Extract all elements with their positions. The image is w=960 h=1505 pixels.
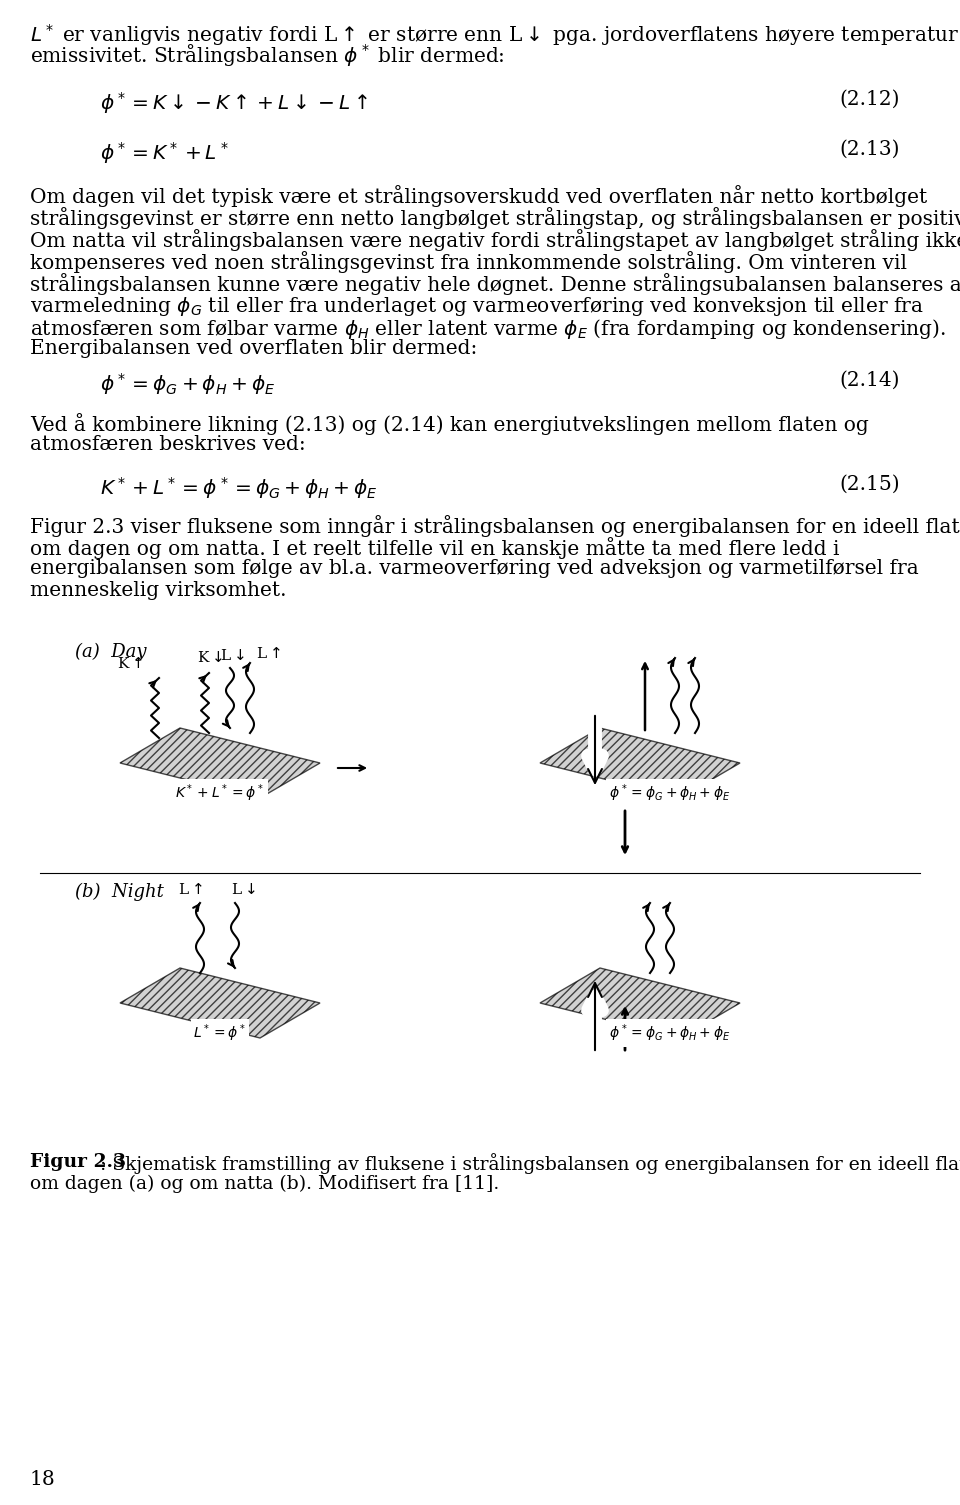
Text: (2.13): (2.13) bbox=[839, 140, 900, 160]
Text: $L^*$ er vanligvis negativ fordi L$\uparrow$ er større enn L$\downarrow$ pga. jo: $L^*$ er vanligvis negativ fordi L$\upar… bbox=[30, 23, 960, 48]
Text: 18: 18 bbox=[30, 1470, 56, 1488]
Text: K$\downarrow$: K$\downarrow$ bbox=[197, 650, 223, 665]
Polygon shape bbox=[120, 968, 320, 1038]
Text: $\phi^* = \phi_G + \phi_H + \phi_E$: $\phi^* = \phi_G + \phi_H + \phi_E$ bbox=[610, 783, 731, 804]
Text: $\phi^* = \phi_G + \phi_H + \phi_E$: $\phi^* = \phi_G + \phi_H + \phi_E$ bbox=[610, 1022, 731, 1044]
Text: Ved å kombinere likning (2.13) og (2.14) kan energiutvekslingen mellom flaten og: Ved å kombinere likning (2.13) og (2.14)… bbox=[30, 412, 869, 435]
Text: strålingsbalansen kunne være negativ hele døgnet. Denne strålingsubalansen balan: strålingsbalansen kunne være negativ hel… bbox=[30, 272, 960, 295]
Text: Figur 2.3 viser fluksene som inngår i strålingsbalansen og energibalansen for en: Figur 2.3 viser fluksene som inngår i st… bbox=[30, 515, 960, 537]
Text: (2.15): (2.15) bbox=[839, 476, 900, 494]
Text: $K^* + L^* = \phi^* = \phi_G + \phi_H + \phi_E$: $K^* + L^* = \phi^* = \phi_G + \phi_H + … bbox=[100, 476, 378, 501]
Text: Energibalansen ved overflaten blir dermed:: Energibalansen ved overflaten blir derme… bbox=[30, 339, 477, 358]
Text: (b)  Night: (b) Night bbox=[75, 883, 164, 901]
Text: strålingsgevinst er større enn netto langbølget strålingstap, og strålingsbalans: strålingsgevinst er større enn netto lan… bbox=[30, 208, 960, 229]
Text: menneskelig virksomhet.: menneskelig virksomhet. bbox=[30, 581, 286, 600]
Polygon shape bbox=[120, 728, 320, 798]
Polygon shape bbox=[540, 968, 740, 1038]
Text: om dagen (a) og om natta (b). Modifisert fra [11].: om dagen (a) og om natta (b). Modifisert… bbox=[30, 1175, 499, 1193]
Text: $K^* + L^* = \phi^*$: $K^* + L^* = \phi^*$ bbox=[176, 783, 265, 804]
Text: Om dagen vil det typisk være et strålingsoverskudd ved overflaten når netto kort: Om dagen vil det typisk være et stråling… bbox=[30, 185, 927, 208]
Text: $\phi^* = K^* + L^*$: $\phi^* = K^* + L^*$ bbox=[100, 140, 228, 166]
Text: $L^* = \phi^*$: $L^* = \phi^*$ bbox=[193, 1022, 247, 1044]
Text: : Skjematisk framstilling av fluksene i strålingsbalansen og energibalansen for : : Skjematisk framstilling av fluksene i … bbox=[100, 1153, 960, 1174]
Text: energibalansen som følge av bl.a. varmeoverføring ved adveksjon og varmetilførse: energibalansen som følge av bl.a. varmeo… bbox=[30, 558, 919, 578]
Text: Figur 2.3: Figur 2.3 bbox=[30, 1153, 126, 1171]
Text: L$\downarrow$: L$\downarrow$ bbox=[220, 649, 245, 664]
Polygon shape bbox=[540, 728, 740, 798]
Text: $\phi^* = \phi_G + \phi_H + \phi_E$: $\phi^* = \phi_G + \phi_H + \phi_E$ bbox=[100, 372, 276, 397]
Text: $\phi^* = K \downarrow - K \uparrow + L \downarrow - L \uparrow$: $\phi^* = K \downarrow - K \uparrow + L … bbox=[100, 90, 369, 116]
Text: (2.14): (2.14) bbox=[839, 372, 900, 390]
Text: L$\downarrow$: L$\downarrow$ bbox=[230, 882, 255, 897]
Text: varmeledning $\phi_G$ til eller fra underlaget og varmeoverføring ved konveksjon: varmeledning $\phi_G$ til eller fra unde… bbox=[30, 295, 924, 318]
Text: L$\uparrow$: L$\uparrow$ bbox=[255, 646, 280, 661]
Text: atmosfæren beskrives ved:: atmosfæren beskrives ved: bbox=[30, 435, 305, 455]
Text: (2.12): (2.12) bbox=[839, 90, 900, 108]
Text: om dagen og om natta. I et reelt tilfelle vil en kanskje måtte ta med flere ledd: om dagen og om natta. I et reelt tilfell… bbox=[30, 537, 839, 558]
Text: (a)  Day: (a) Day bbox=[75, 643, 147, 661]
Text: Om natta vil strålingsbalansen være negativ fordi strålingstapet av langbølget s: Om natta vil strålingsbalansen være nega… bbox=[30, 229, 960, 251]
Text: emissivitet. Strålingsbalansen $\phi^*$ blir dermed:: emissivitet. Strålingsbalansen $\phi^*$ … bbox=[30, 42, 505, 68]
Text: K$\uparrow$: K$\uparrow$ bbox=[117, 656, 143, 671]
Text: L$\uparrow$: L$\uparrow$ bbox=[178, 882, 203, 897]
Text: kompenseres ved noen strålingsgevinst fra innkommende solstråling. Om vinteren v: kompenseres ved noen strålingsgevinst fr… bbox=[30, 251, 907, 272]
Text: atmosfæren som følbar varme $\phi_H$ eller latent varme $\phi_E$ (fra fordamping: atmosfæren som følbar varme $\phi_H$ ell… bbox=[30, 318, 946, 342]
